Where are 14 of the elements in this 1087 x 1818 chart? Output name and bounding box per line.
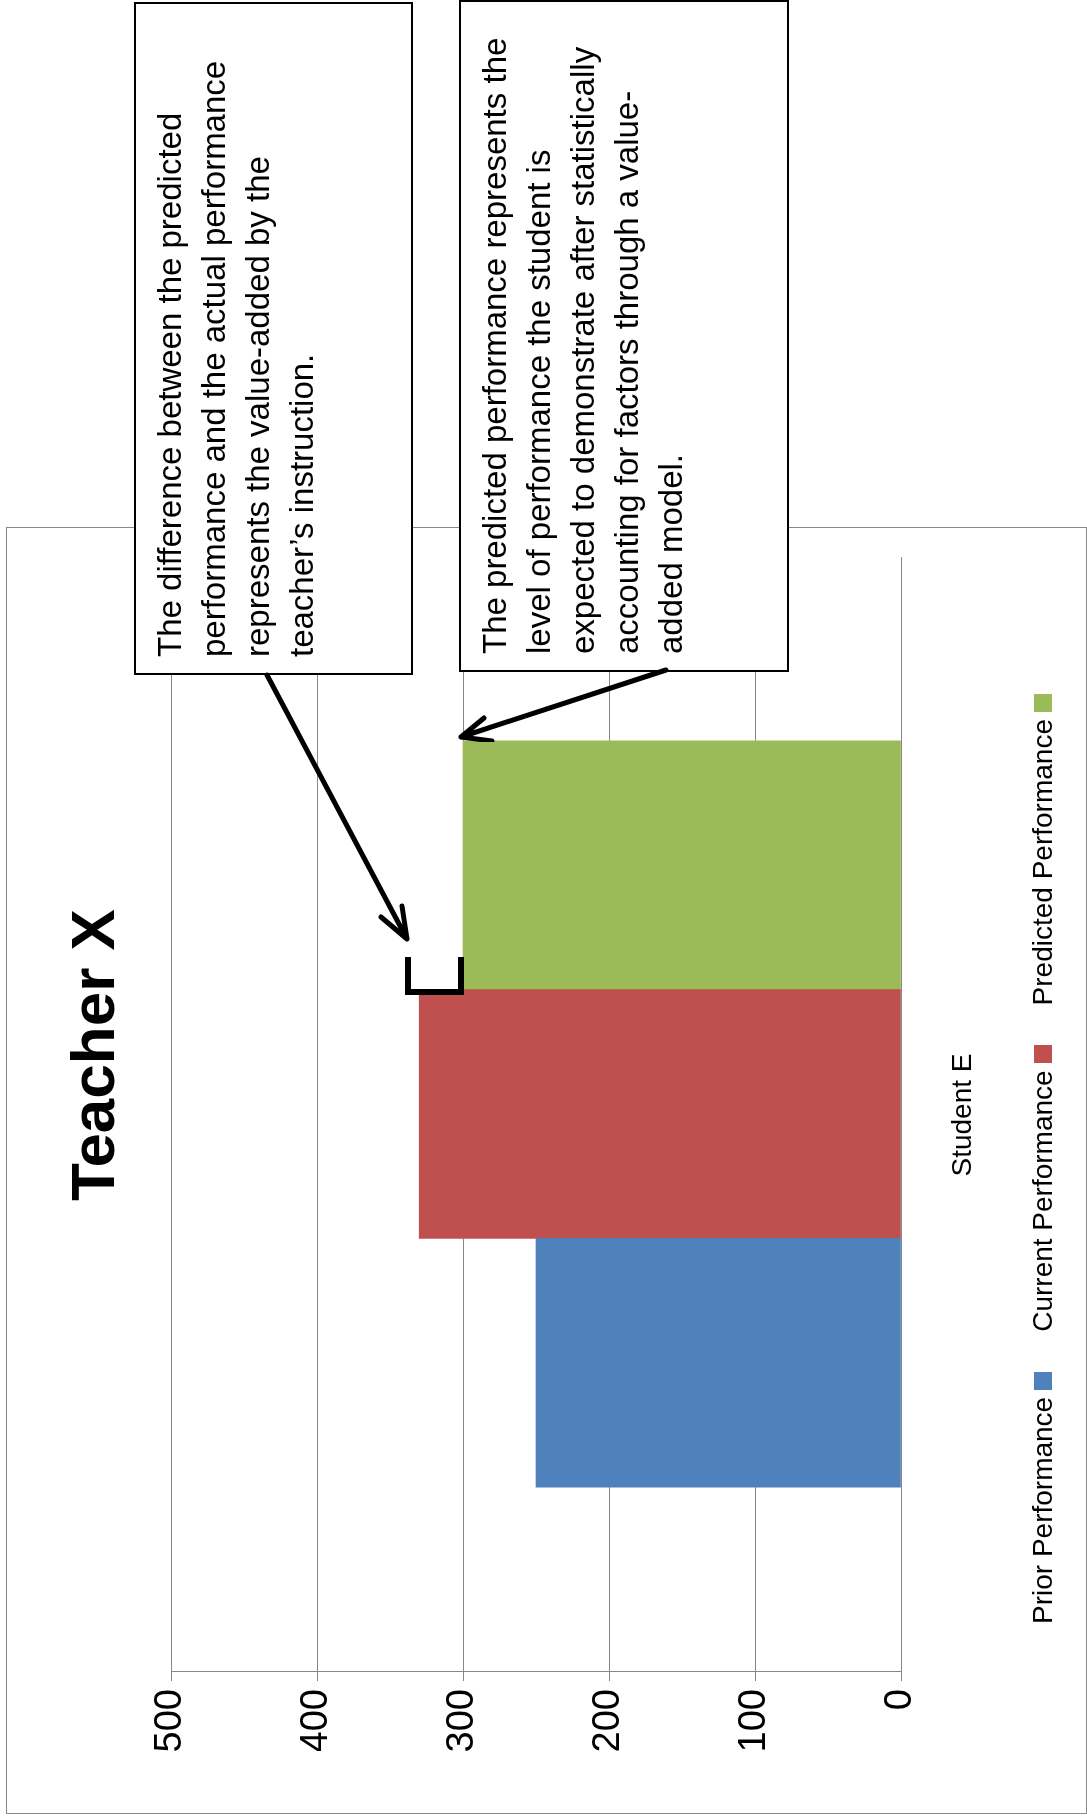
x-tick-label: 200 — [585, 1689, 628, 1753]
x-tick-label: 100 — [731, 1689, 774, 1753]
legend-label: Current Performance — [1027, 1070, 1059, 1332]
x-tick-label: 0 — [877, 1689, 920, 1711]
x-tick-label: 400 — [293, 1689, 336, 1753]
bar — [535, 1238, 901, 1488]
legend-label: Predicted Performance — [1027, 719, 1059, 1006]
x-tick-label: 300 — [439, 1689, 482, 1753]
bar — [462, 740, 901, 990]
y-tick-label: Student E — [945, 1052, 978, 1179]
text: Teacher X — [57, 908, 128, 1203]
x-tick-label: 500 — [147, 1689, 190, 1753]
bar — [418, 989, 901, 1239]
legend-label: Prior Performance — [1027, 1396, 1059, 1624]
